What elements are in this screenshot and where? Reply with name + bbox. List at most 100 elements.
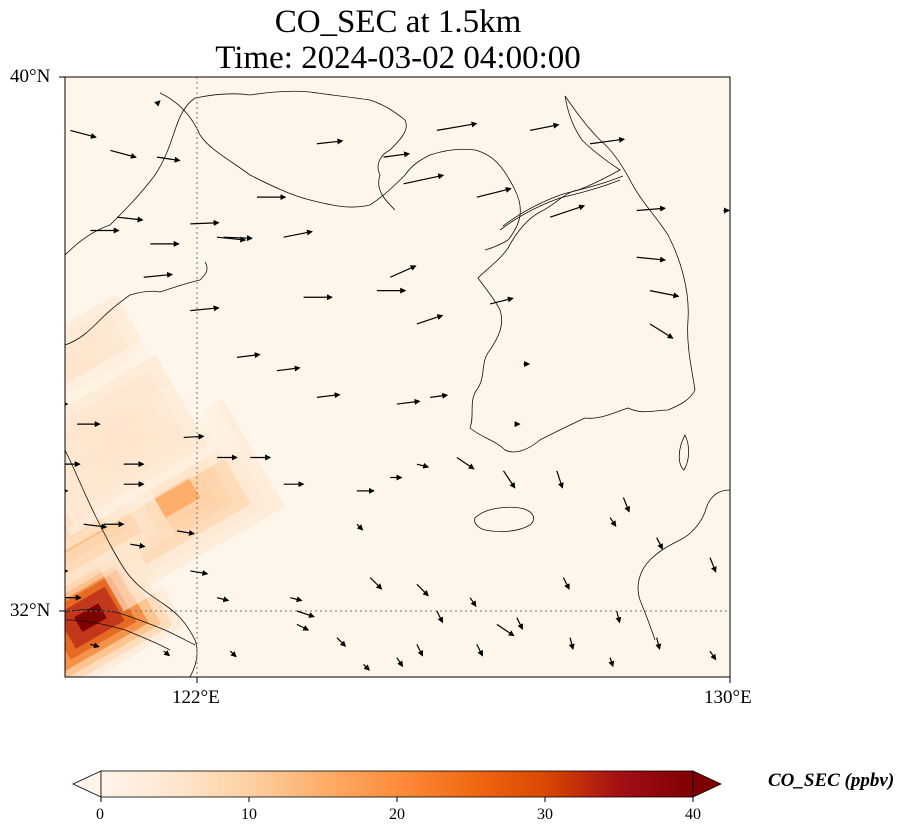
wind-arrow [290,596,303,603]
wind-arrow [636,205,667,212]
wind-arrow [430,392,449,399]
colorbar-max-extend [692,770,722,798]
wind-arrow [416,583,429,597]
wind-arrow [436,121,478,131]
wind-arrow [216,596,230,603]
chart-subtitle: Time: 2024-03-02 04:00:00 [215,40,581,76]
colorbar-title: CO_SEC (ppbv) [768,770,895,791]
co-plume-1-core [153,477,201,518]
colorbar-tick-label-0: 0 [96,806,104,823]
shandong-coastline [65,261,208,346]
wind-arrow [336,637,347,647]
wind-arrow [649,290,680,299]
wind-arrow [502,470,516,489]
wind-arrow [416,314,444,325]
wind-arrow [469,597,477,607]
lat-tick-label-40: 40°N [10,66,51,87]
wind-arrow [356,523,364,531]
wind-arrow [649,323,674,339]
lat-tick-label-32: 32°N [10,600,51,621]
colorbar-tick-label-30: 30 [537,806,553,823]
dmz-border [499,175,624,231]
wind-arrow [496,623,515,637]
liaodong-coastline [159,92,521,251]
wind-arrow [615,610,622,624]
map-plot-area [65,77,730,677]
colorbar-min-extend [72,770,102,798]
wind-arrow [608,657,615,668]
colorbar-tick-label-20: 20 [389,806,405,823]
korea-coastline [469,95,696,453]
wind-arrow [549,204,586,218]
wind-arrow [83,523,108,530]
wind-arrow [229,650,237,658]
axis-ticks [59,76,731,683]
co-plume-4-core [93,417,141,458]
wind-arrow [655,637,662,651]
wind-arrow [609,517,617,527]
wind-arrow [110,149,137,159]
coastline-layer [65,90,730,677]
wind-arrow [296,623,310,631]
wind-arrow [383,151,411,158]
wind-arrow [590,136,626,145]
wind-arrow [283,229,313,238]
gridlines [65,77,730,677]
yangtze-estuary [65,609,196,651]
colorbar-tick-label-10: 10 [241,806,257,823]
wind-arrow [70,129,97,139]
wind-arrow [416,462,430,469]
lon-tick-label-122: 122°E [172,687,220,708]
japan-coastline [637,434,730,641]
wind-arrow [316,392,341,399]
wind-arrow [562,577,570,590]
wind-arrow [143,271,174,278]
wind-arrow [190,305,220,312]
colorbar-tick-label-40: 40 [685,806,701,823]
wind-arrow [176,529,195,536]
wind-arrow [369,577,383,590]
wind-arrow [709,650,717,661]
bohai-coastline [65,90,407,256]
lon-tick-label-130: 130°E [704,687,752,708]
wind-arrow [163,650,171,657]
jeju-island [474,506,534,532]
wind-arrow [403,173,445,185]
chart-title: CO_SEC at 1.5km [274,4,522,40]
wind-arrow [190,570,209,576]
wind-vector-layer [65,100,730,671]
wind-arrow [276,365,301,372]
wind-arrow [456,456,475,470]
wind-arrow [416,644,424,657]
wind-arrow [476,186,512,198]
wind-arrow [709,557,717,573]
wind-arrow [622,497,630,513]
wind-arrow [476,644,484,657]
wind-arrow [530,122,560,131]
map-frame [64,76,731,678]
wind-arrow [363,663,370,671]
wind-arrow [396,657,404,668]
wind-arrow [396,398,421,405]
wind-arrow [116,216,144,223]
jiangsu-coastline [65,449,198,677]
wind-arrow [436,610,444,624]
wind-arrow [389,265,417,278]
wind-arrow [236,352,261,359]
wind-arrow [316,138,344,145]
wind-arrow [516,617,523,630]
colorbar [72,770,722,802]
wind-arrow [130,542,146,549]
wind-arrow [90,642,100,649]
wind-arrow [223,235,253,242]
wind-arrow [154,100,161,107]
co-field-layer [65,263,303,677]
wind-arrow [156,156,181,163]
wind-arrow [490,296,514,305]
wind-arrow [190,219,220,226]
wind-arrow [296,610,315,618]
wind-arrow [636,256,667,263]
wind-arrow [216,236,247,243]
wind-arrow [183,433,205,440]
